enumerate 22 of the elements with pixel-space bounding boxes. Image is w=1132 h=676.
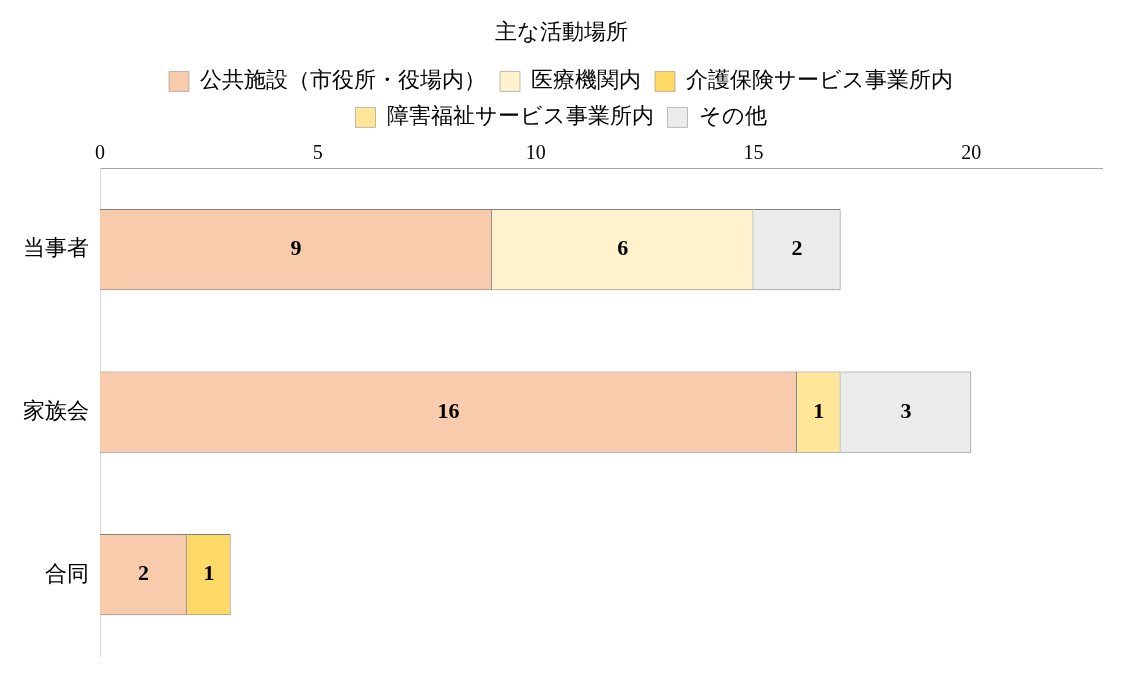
- y-tick-label: 当事者: [23, 235, 89, 261]
- x-tick-label: 20: [961, 140, 982, 163]
- data-label: 16: [437, 397, 460, 423]
- data-label: 3: [900, 397, 912, 423]
- y-tick-label: 家族会: [23, 397, 89, 423]
- data-label: 1: [813, 397, 825, 423]
- x-tick-label: 5: [312, 140, 323, 163]
- data-label: 6: [617, 235, 629, 261]
- x-tick-label: 0: [95, 140, 105, 163]
- legend-label: 医療機関内: [531, 67, 641, 93]
- x-tick-label: 10: [525, 140, 546, 163]
- legend-label: 公共施設（市役所・役場内）: [200, 67, 486, 93]
- legend-label: 介護保険サービス事業所内: [686, 67, 953, 93]
- data-label: 2: [138, 560, 150, 586]
- data-label: 1: [203, 560, 215, 586]
- legend-label: 障害福祉サービス事業所内: [386, 103, 654, 129]
- data-label: 9: [290, 235, 302, 261]
- data-label: 2: [791, 235, 803, 261]
- legend-label: その他: [698, 103, 767, 129]
- y-tick-label: 合同: [45, 560, 89, 586]
- x-tick-label: 15: [743, 140, 764, 163]
- chart-title: 主な活動場所: [494, 18, 628, 44]
